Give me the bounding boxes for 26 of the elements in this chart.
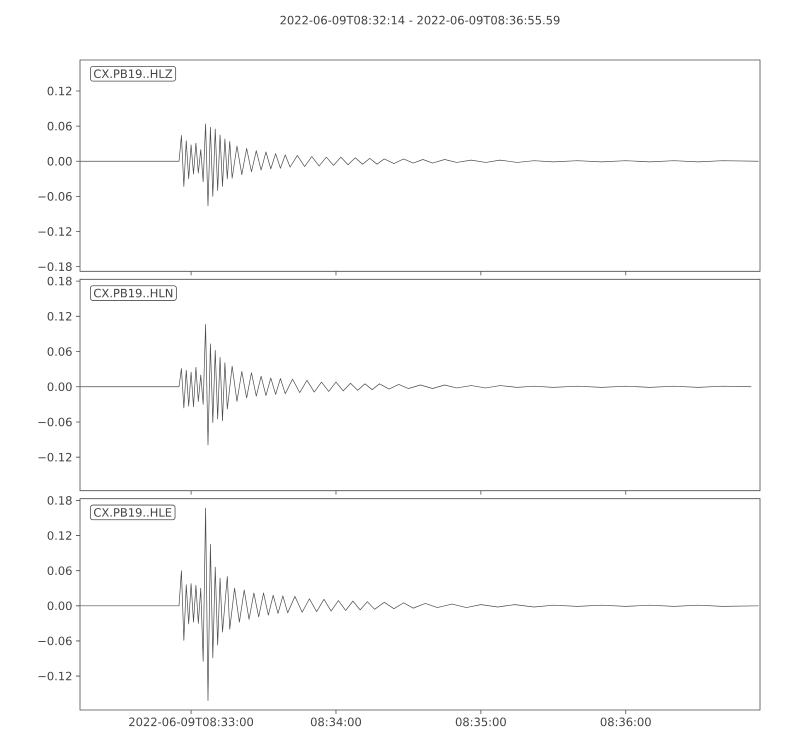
annotation: CX.PB19..HLN [94, 288, 172, 298]
y-tick-label: −0.18 [38, 262, 72, 271]
y-tick-label: −0.06 [38, 636, 72, 646]
annotation: CX.PB19..HLZ [94, 69, 172, 78]
y-tick-label: −0.12 [38, 452, 72, 462]
y-tick-label: −0.12 [38, 227, 72, 236]
x-tick-label: 08:34:00 [310, 718, 362, 726]
y-tick-label: 0.06 [48, 347, 72, 356]
y-tick-label: 0.06 [48, 566, 72, 576]
y-tick-label: 0.18 [48, 496, 72, 505]
annotation: CX.PB19..HLE [94, 508, 172, 517]
y-tick-label: −0.06 [38, 192, 72, 201]
y-tick-label: 0.12 [48, 86, 72, 96]
x-tick-label: 2022-06-09T08:33:00 [129, 718, 254, 726]
y-tick-label: 0.00 [48, 601, 72, 610]
x-tick-label: 08:35:00 [456, 718, 506, 726]
y-tick-label: 0.00 [48, 156, 72, 166]
y-tick-label: 0.06 [48, 122, 72, 130]
x-tick-label: 08:36:00 [600, 718, 651, 726]
y-tick-label: 0.12 [48, 312, 72, 321]
y-tick-label: −0.12 [38, 672, 72, 680]
y-tick-label: 0.00 [48, 382, 72, 392]
y-tick-label: 0.18 [48, 276, 72, 286]
y-tick-label: 0.12 [48, 531, 72, 540]
y-tick-label: −0.06 [38, 418, 72, 426]
chart-title: 2022-06-09T08:32:14 - 2022-06-09T08:36:55.59 [280, 16, 560, 24]
